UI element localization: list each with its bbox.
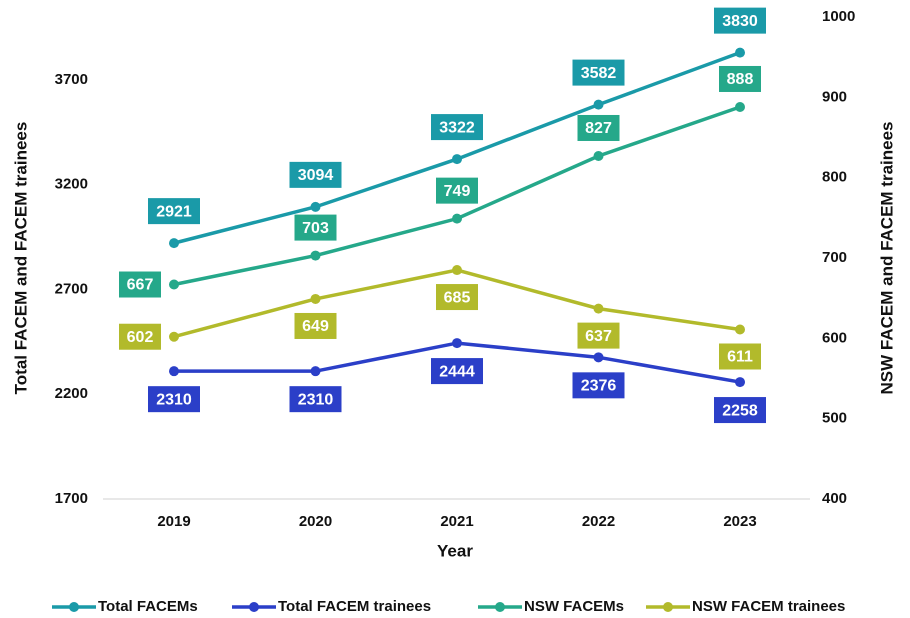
data-label-box [148, 386, 200, 413]
data-point [735, 101, 745, 112]
data-label: 2310 [298, 391, 334, 408]
data-point [735, 47, 745, 58]
y2-tick-label: 400 [822, 490, 847, 507]
data-point [169, 279, 179, 290]
y2-tick-label: 1000 [822, 8, 855, 25]
data-point [310, 201, 321, 212]
data-point [310, 366, 321, 377]
legend-marker [495, 602, 505, 612]
data-label: 2376 [581, 378, 617, 395]
data-label-box [714, 397, 766, 424]
data-label-box [436, 284, 478, 311]
y2-tick-label: 700 [822, 249, 847, 266]
data-point [452, 213, 462, 224]
data-point [169, 331, 179, 342]
data-label-box [289, 386, 342, 413]
data-point [735, 377, 745, 388]
data-label: 749 [444, 183, 471, 200]
data-label-box [294, 312, 337, 339]
data-label-box [148, 198, 200, 225]
data-label: 611 [727, 349, 753, 366]
y-tick-label: 2700 [55, 280, 88, 297]
x-tick-label: 2019 [157, 513, 190, 530]
data-label-box [436, 177, 478, 204]
data-point [593, 150, 604, 161]
data-point [169, 238, 179, 249]
data-label-box [719, 65, 761, 92]
y2-tick-label: 800 [822, 169, 847, 186]
data-label-box [119, 323, 161, 350]
legend-label: Total FACEM trainees [278, 598, 431, 615]
data-label: 3322 [439, 119, 475, 136]
data-label: 2921 [156, 203, 192, 220]
legend-marker [249, 602, 259, 612]
data-label-box [431, 114, 483, 141]
y-tick-label: 3700 [55, 71, 88, 88]
y-tick-label: 3200 [55, 176, 88, 193]
data-label-box [119, 271, 161, 298]
data-point [310, 293, 321, 304]
data-point [593, 303, 604, 314]
data-point [593, 352, 604, 363]
data-label-box [577, 114, 620, 141]
legend-label: Total FACEMs [98, 598, 198, 615]
y-axis-title: Total FACEM and FACEM trainees [11, 122, 30, 395]
y2-tick-label: 500 [822, 410, 847, 427]
data-label: 637 [585, 328, 612, 345]
legend-label: NSW FACEMs [524, 598, 624, 615]
data-label: 2310 [156, 391, 192, 408]
data-label-box [431, 358, 483, 385]
data-label: 3582 [581, 65, 617, 82]
data-label: 2258 [722, 402, 758, 419]
x-tick-label: 2023 [723, 513, 756, 530]
data-label: 2444 [439, 363, 475, 380]
data-label-box [294, 214, 337, 241]
data-point [593, 99, 604, 110]
data-point [735, 324, 745, 335]
data-label: 602 [127, 329, 154, 346]
data-point [452, 265, 462, 276]
data-label-box [714, 7, 766, 34]
x-tick-label: 2021 [440, 513, 473, 530]
data-label: 888 [727, 71, 754, 88]
data-point [169, 366, 179, 377]
data-label: 3830 [722, 13, 758, 30]
y2-tick-label: 600 [822, 329, 847, 346]
x-axis-title: Year [437, 541, 473, 560]
data-label: 3094 [298, 167, 334, 184]
y2-tick-label: 900 [822, 88, 847, 105]
data-point [310, 250, 321, 261]
data-label: 827 [585, 120, 612, 137]
data-label: 685 [444, 289, 471, 306]
data-label: 649 [302, 318, 329, 335]
data-point [452, 154, 462, 165]
data-label: 703 [302, 220, 329, 237]
legend-marker [69, 602, 79, 612]
data-label-box [572, 372, 625, 399]
x-tick-label: 2020 [299, 513, 332, 530]
data-label-box [577, 322, 620, 349]
data-label-box [719, 343, 761, 370]
y2-axis-title: NSW FACEM and FACEM trainees [877, 122, 896, 395]
data-point [452, 338, 462, 349]
data-label-box [572, 59, 625, 86]
y-tick-label: 2200 [55, 385, 88, 402]
data-label-box [289, 161, 342, 188]
legend-label: NSW FACEM trainees [692, 598, 845, 615]
y-tick-label: 1700 [55, 490, 88, 507]
x-tick-label: 2022 [582, 513, 615, 530]
legend-marker [663, 602, 673, 612]
data-label: 667 [127, 277, 154, 294]
